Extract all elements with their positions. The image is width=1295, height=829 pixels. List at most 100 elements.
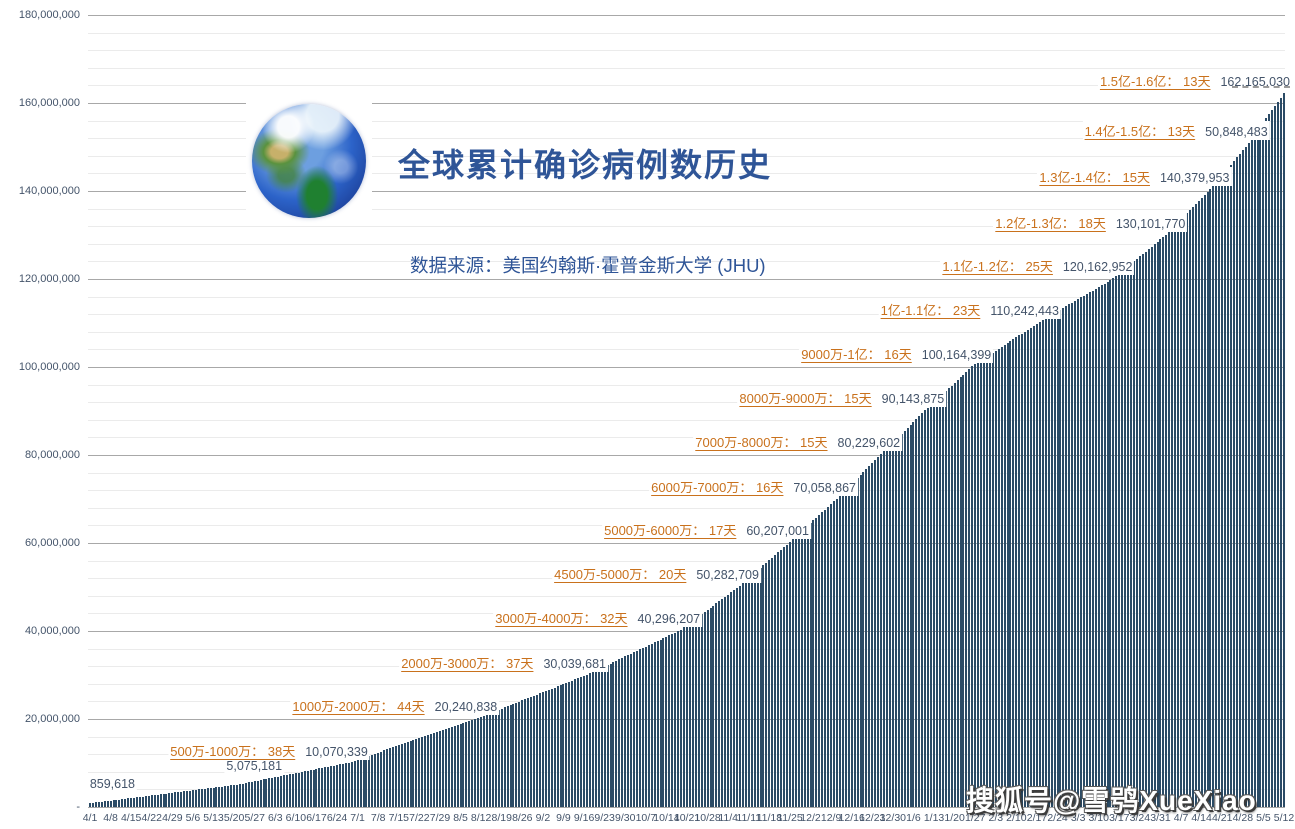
bar: [130, 798, 133, 807]
bar: [615, 660, 618, 807]
bar: [174, 792, 177, 807]
bar: [253, 781, 256, 807]
bar: [1224, 171, 1227, 807]
bar: [1041, 320, 1044, 807]
bar: [818, 514, 821, 807]
y-tick-label: 160,000,000: [18, 97, 80, 109]
bar: [891, 442, 894, 807]
bar: [430, 734, 433, 807]
bar: [462, 723, 465, 807]
bar: [883, 451, 886, 807]
bar: [897, 436, 900, 807]
bar: [1174, 225, 1177, 807]
earth-globe: [246, 100, 372, 226]
milestone-interval-annotation: 5000万-6000万： 17天: [604, 523, 737, 539]
bar: [338, 764, 341, 807]
bar: [809, 523, 812, 807]
x-tick-label: 4/21: [1212, 812, 1233, 824]
milestone-value-label: 20,240,838: [434, 699, 498, 714]
gridline-minor: [88, 226, 1285, 228]
bar: [906, 427, 909, 807]
x-tick-label: 4/22: [141, 812, 162, 824]
milestone-interval-annotation: 1.5亿-1.6亿： 13天: [1099, 74, 1211, 90]
bar: [1133, 261, 1135, 807]
bar: [453, 726, 456, 807]
bar: [1021, 333, 1024, 807]
x-tick-label: 4/8: [103, 812, 118, 824]
bar: [930, 404, 933, 807]
bar: [850, 483, 853, 807]
bar: [512, 703, 515, 807]
bar: [424, 736, 427, 807]
bar: [483, 715, 486, 807]
milestone-value-label: 30,039,681: [543, 656, 606, 671]
bar: [853, 480, 856, 807]
bar: [612, 662, 615, 807]
gridline-minor: [88, 349, 1285, 351]
bar: [418, 738, 421, 807]
bar: [927, 407, 930, 807]
bar: [712, 605, 715, 807]
bar: [409, 741, 412, 807]
bar: [997, 348, 1000, 807]
bar: [321, 767, 324, 807]
bar: [559, 685, 562, 807]
bar: [956, 380, 959, 807]
bar: [1118, 273, 1121, 807]
gridline-minor: [88, 120, 1285, 122]
milestone-interval-annotation: 8000万-9000万： 15天: [739, 391, 872, 407]
bar: [686, 625, 688, 807]
bar: [753, 572, 756, 807]
bar: [691, 620, 694, 807]
gridline-major: [88, 103, 1285, 104]
bar: [633, 652, 636, 807]
x-tick-label: 3/31: [1150, 812, 1171, 824]
bar: [1280, 97, 1283, 807]
bar: [1265, 118, 1268, 807]
x-tick-label: 12/2: [800, 812, 821, 824]
bar: [1109, 280, 1112, 807]
gridline-minor: [88, 32, 1285, 34]
bar: [668, 635, 671, 807]
bar: [1103, 283, 1106, 807]
milestone-interval-annotation: 4500万-5000万： 20天: [554, 566, 687, 582]
x-tick-label: 3/3: [1070, 812, 1086, 824]
bar: [391, 747, 394, 807]
bar: [1033, 325, 1036, 807]
bar: [471, 719, 474, 807]
bar: [1235, 157, 1238, 807]
bar: [230, 785, 233, 807]
bar: [506, 706, 509, 807]
bar: [112, 800, 115, 807]
bar: [1077, 299, 1080, 807]
bar: [515, 702, 518, 807]
bar: [938, 396, 941, 807]
gridline-minor: [88, 472, 1285, 474]
bar: [721, 598, 724, 807]
gridline-minor: [88, 155, 1285, 157]
bar: [991, 352, 994, 807]
bar: [1156, 241, 1159, 807]
bar: [115, 799, 118, 807]
gridline-minor: [88, 437, 1285, 439]
bar: [465, 722, 468, 807]
bar: [280, 775, 283, 807]
bar: [874, 459, 877, 807]
bar: [1068, 304, 1071, 807]
bar: [1230, 164, 1233, 807]
bar: [674, 632, 677, 807]
x-tick-label: 3/24: [1129, 812, 1151, 824]
bar: [571, 680, 574, 807]
bar: [356, 759, 359, 807]
bar: [762, 565, 765, 807]
gridline-minor: [88, 384, 1285, 386]
bar: [1065, 306, 1068, 807]
bar: [394, 746, 397, 807]
bar: [871, 462, 874, 807]
bar: [341, 763, 344, 807]
bar: [868, 465, 871, 807]
milestone-interval-annotation: 1.3亿-1.4亿： 15天: [1039, 170, 1150, 186]
bar: [524, 699, 527, 807]
chart-title: 全球累计确诊病例数历史: [398, 147, 773, 183]
